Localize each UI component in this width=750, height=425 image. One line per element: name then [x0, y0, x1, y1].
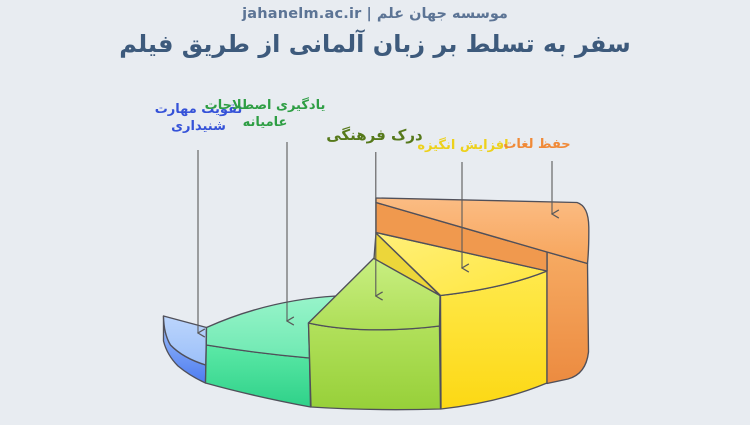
label-cultural-understanding: درک فرهنگی — [326, 126, 423, 144]
slice-orange-wall — [546, 251, 590, 385]
site-header: موسسه جهان علم | jahanelm.ac.ir — [242, 6, 508, 22]
label-motivation: افزایش انگیزه — [417, 138, 509, 153]
slice-blue-top — [162, 315, 208, 366]
slice-orange-top — [375, 197, 590, 265]
slice-lime-top — [307, 257, 441, 331]
slice-motivation — [373, 231, 548, 410]
slice-lime-wall — [307, 322, 442, 411]
slice-slang-terms — [204, 295, 337, 408]
slice-listening-skill — [162, 315, 208, 384]
label-slang-terms: یادگیری اصطلاحات عامیانه — [204, 98, 326, 131]
leader-lines — [198, 142, 552, 333]
page-title: سفر به تسلط بر زبان آلمانی از طریق فیلم — [119, 30, 631, 58]
slice-cultural-understanding — [307, 257, 442, 411]
label-vocabulary: حفظ لغات — [503, 137, 571, 152]
label-listening-skill: تقویت مهارت شنیداری — [154, 102, 243, 135]
